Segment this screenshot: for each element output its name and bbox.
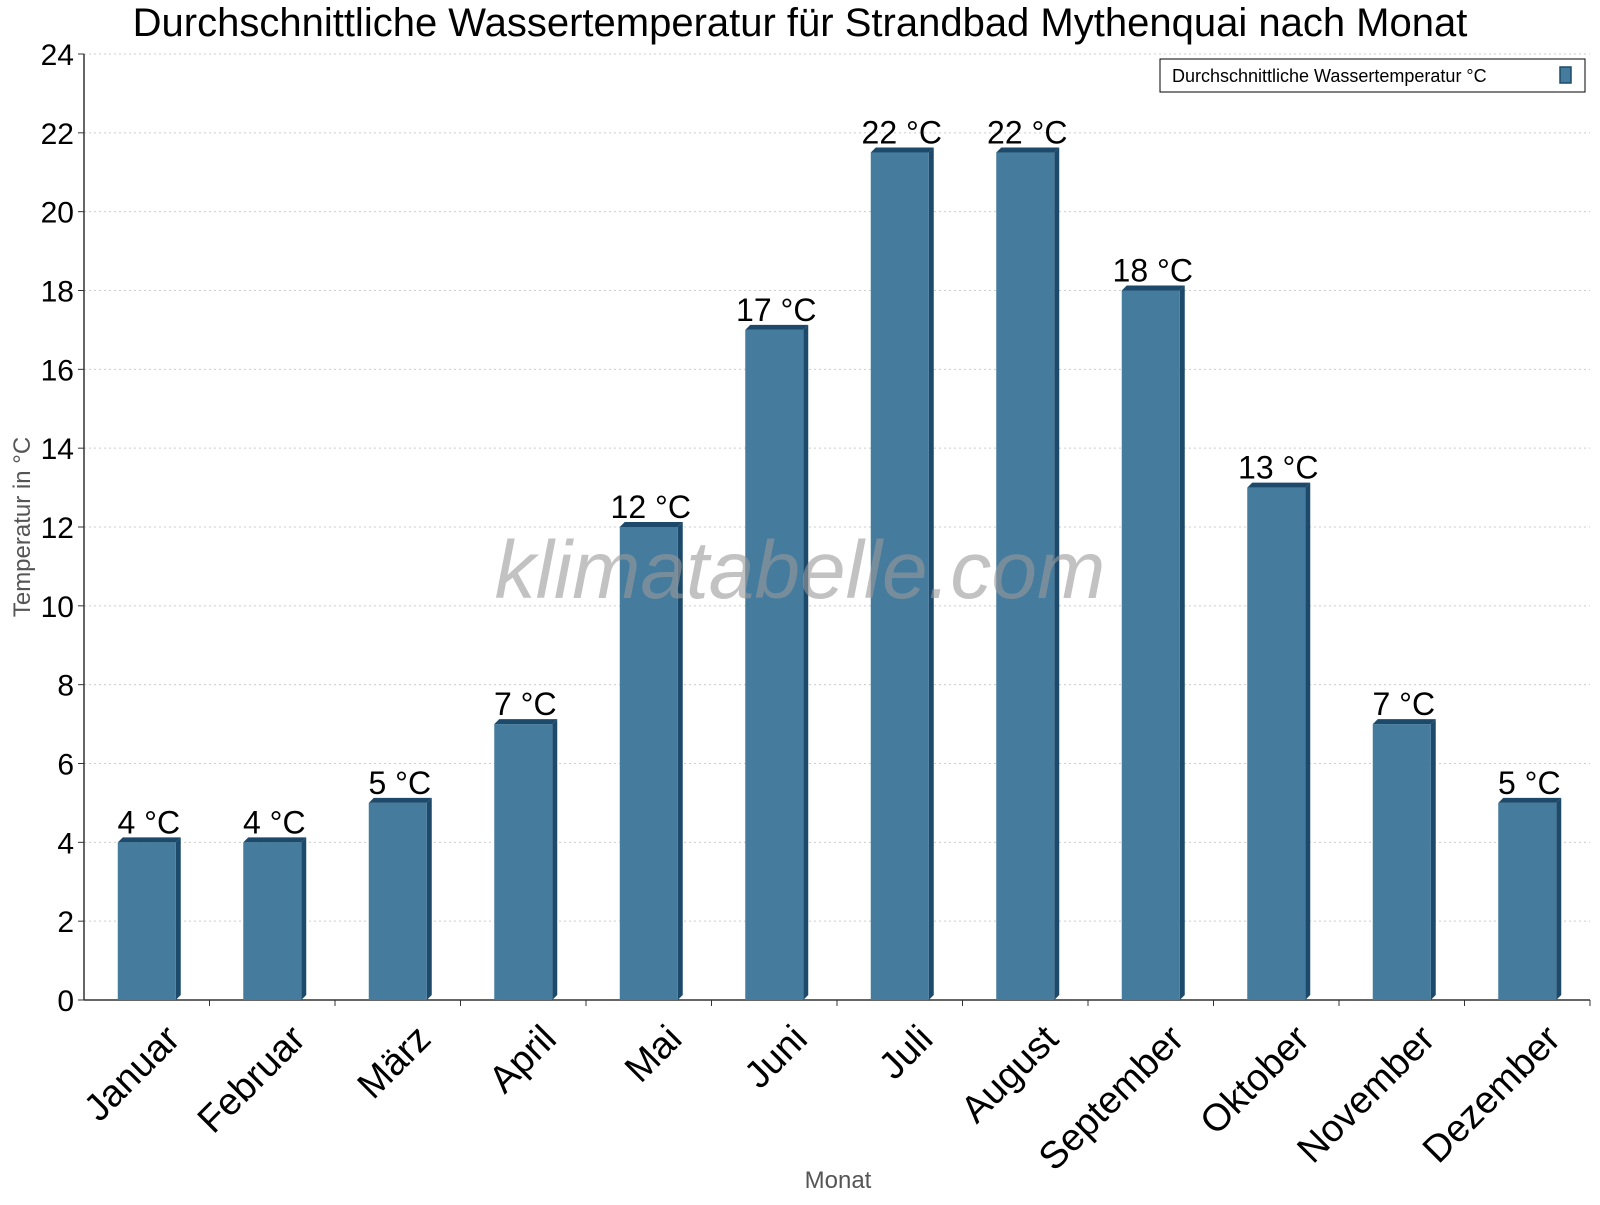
y-tick-label: 24 (41, 39, 74, 72)
legend-label: Durchschnittliche Wassertemperatur °C (1172, 66, 1487, 86)
x-tick-label: Dezember (1415, 1018, 1569, 1172)
bar-top (1247, 482, 1311, 488)
bar-value-label: 5 °C (368, 765, 431, 801)
x-tick-label: Juni (737, 1018, 816, 1097)
bar-top (117, 837, 181, 843)
bar-group: 18 °C (1113, 253, 1193, 1000)
bar-top (996, 147, 1060, 153)
bar-side (1179, 285, 1185, 1000)
bar-group: 22 °C (862, 115, 942, 1000)
y-tick-label: 10 (41, 591, 74, 624)
bar-value-label: 22 °C (987, 115, 1067, 151)
watermark: klimatabelle.com (495, 525, 1106, 616)
y-tick-label: 4 (57, 827, 74, 860)
bar-side (552, 719, 558, 1000)
bars: 4 °C 4 °C 5 °C 7 °C 12 °C 17 °C 22 °C 22 °C 18 °… (117, 115, 1562, 1001)
bar (870, 152, 929, 1000)
y-tick-label: 20 (41, 197, 74, 230)
x-tick-label: Juli (871, 1018, 941, 1088)
legend-box (1159, 58, 1586, 93)
y-tick-label: 12 (41, 512, 74, 545)
bar (996, 152, 1055, 1000)
bar-side (175, 837, 181, 1000)
bar (1121, 290, 1180, 1000)
bar (619, 527, 678, 1000)
bar-value-label: 4 °C (117, 804, 180, 840)
bar-top (870, 147, 934, 153)
bar-side (1430, 719, 1436, 1000)
bar-top (1498, 797, 1562, 803)
x-tick-label: August (953, 1017, 1067, 1131)
bar (1498, 802, 1557, 1000)
bar-side (677, 522, 683, 1000)
y-tick-label: 2 (57, 906, 74, 939)
x-axis-title: Monat (805, 1167, 872, 1194)
bar-value-label: 7 °C (1372, 686, 1435, 722)
bar-group: 17 °C (736, 292, 816, 1001)
y-tick-label: 16 (41, 354, 74, 387)
bar-top (243, 837, 307, 843)
bar-value-label: 12 °C (611, 489, 691, 525)
bar-side (426, 797, 432, 1000)
bar-group: 22 °C (987, 115, 1067, 1000)
bar (117, 842, 176, 1000)
x-tick-label: Oktober (1192, 1018, 1318, 1144)
bar-side (803, 324, 809, 1001)
x-tick-label: April (481, 1018, 564, 1101)
x-tick-label: Mai (617, 1018, 690, 1091)
x-tick-label: Februar (190, 1018, 314, 1142)
bar-top (619, 522, 683, 527)
bar (1247, 487, 1306, 1000)
bar-top (494, 719, 558, 725)
bar-top (1372, 719, 1436, 725)
x-tick-label: März (350, 1018, 439, 1107)
bar (243, 842, 302, 1000)
bar-group: 13 °C (1238, 450, 1318, 1000)
bar-value-label: 22 °C (862, 115, 942, 151)
bar-side (1054, 147, 1060, 1000)
bar-value-label: 18 °C (1113, 253, 1193, 289)
bar (368, 802, 427, 1000)
bar-value-label: 13 °C (1238, 450, 1318, 486)
chart-title: Durchschnittliche Wassertemperatur für S… (133, 1, 1468, 45)
y-tick-label: 14 (41, 433, 74, 466)
y-tick-label: 8 (57, 670, 74, 703)
bar-value-label: 17 °C (736, 292, 816, 328)
y-tick-label: 18 (41, 276, 74, 309)
bar (1372, 724, 1431, 1000)
bar-side (928, 147, 934, 1000)
bar-value-label: 4 °C (243, 804, 306, 840)
bar-top (1121, 285, 1185, 291)
bar-value-label: 7 °C (494, 686, 557, 722)
y-axis-title: Temperatur in °C (9, 437, 36, 617)
bar-side (301, 837, 307, 1000)
bar-group: 4 °C (243, 804, 307, 1000)
bar-side (1556, 797, 1562, 1000)
bar (745, 329, 804, 1001)
bar-group: 5 °C (1498, 765, 1562, 1000)
bar-group: 5 °C (368, 765, 432, 1000)
bar-top (745, 324, 809, 330)
grid-lines (84, 53, 1590, 922)
bar-group: 4 °C (117, 804, 181, 1000)
x-tick-label: Januar (76, 1018, 188, 1130)
bar-value-label: 5 °C (1498, 765, 1561, 801)
bar-group: 12 °C (611, 489, 691, 1000)
legend: Durchschnittliche Wassertemperatur °C (1159, 58, 1586, 93)
bar-group: 7 °C (1372, 686, 1436, 1000)
y-tick-label: 6 (57, 749, 74, 782)
bar-top (368, 797, 432, 803)
bar-group: 7 °C (494, 686, 558, 1000)
legend-swatch (1559, 66, 1572, 84)
y-tick-label: 0 (57, 985, 74, 1018)
bar-side (1305, 482, 1311, 1000)
y-tick-label: 22 (41, 118, 74, 151)
bar (494, 724, 553, 1000)
